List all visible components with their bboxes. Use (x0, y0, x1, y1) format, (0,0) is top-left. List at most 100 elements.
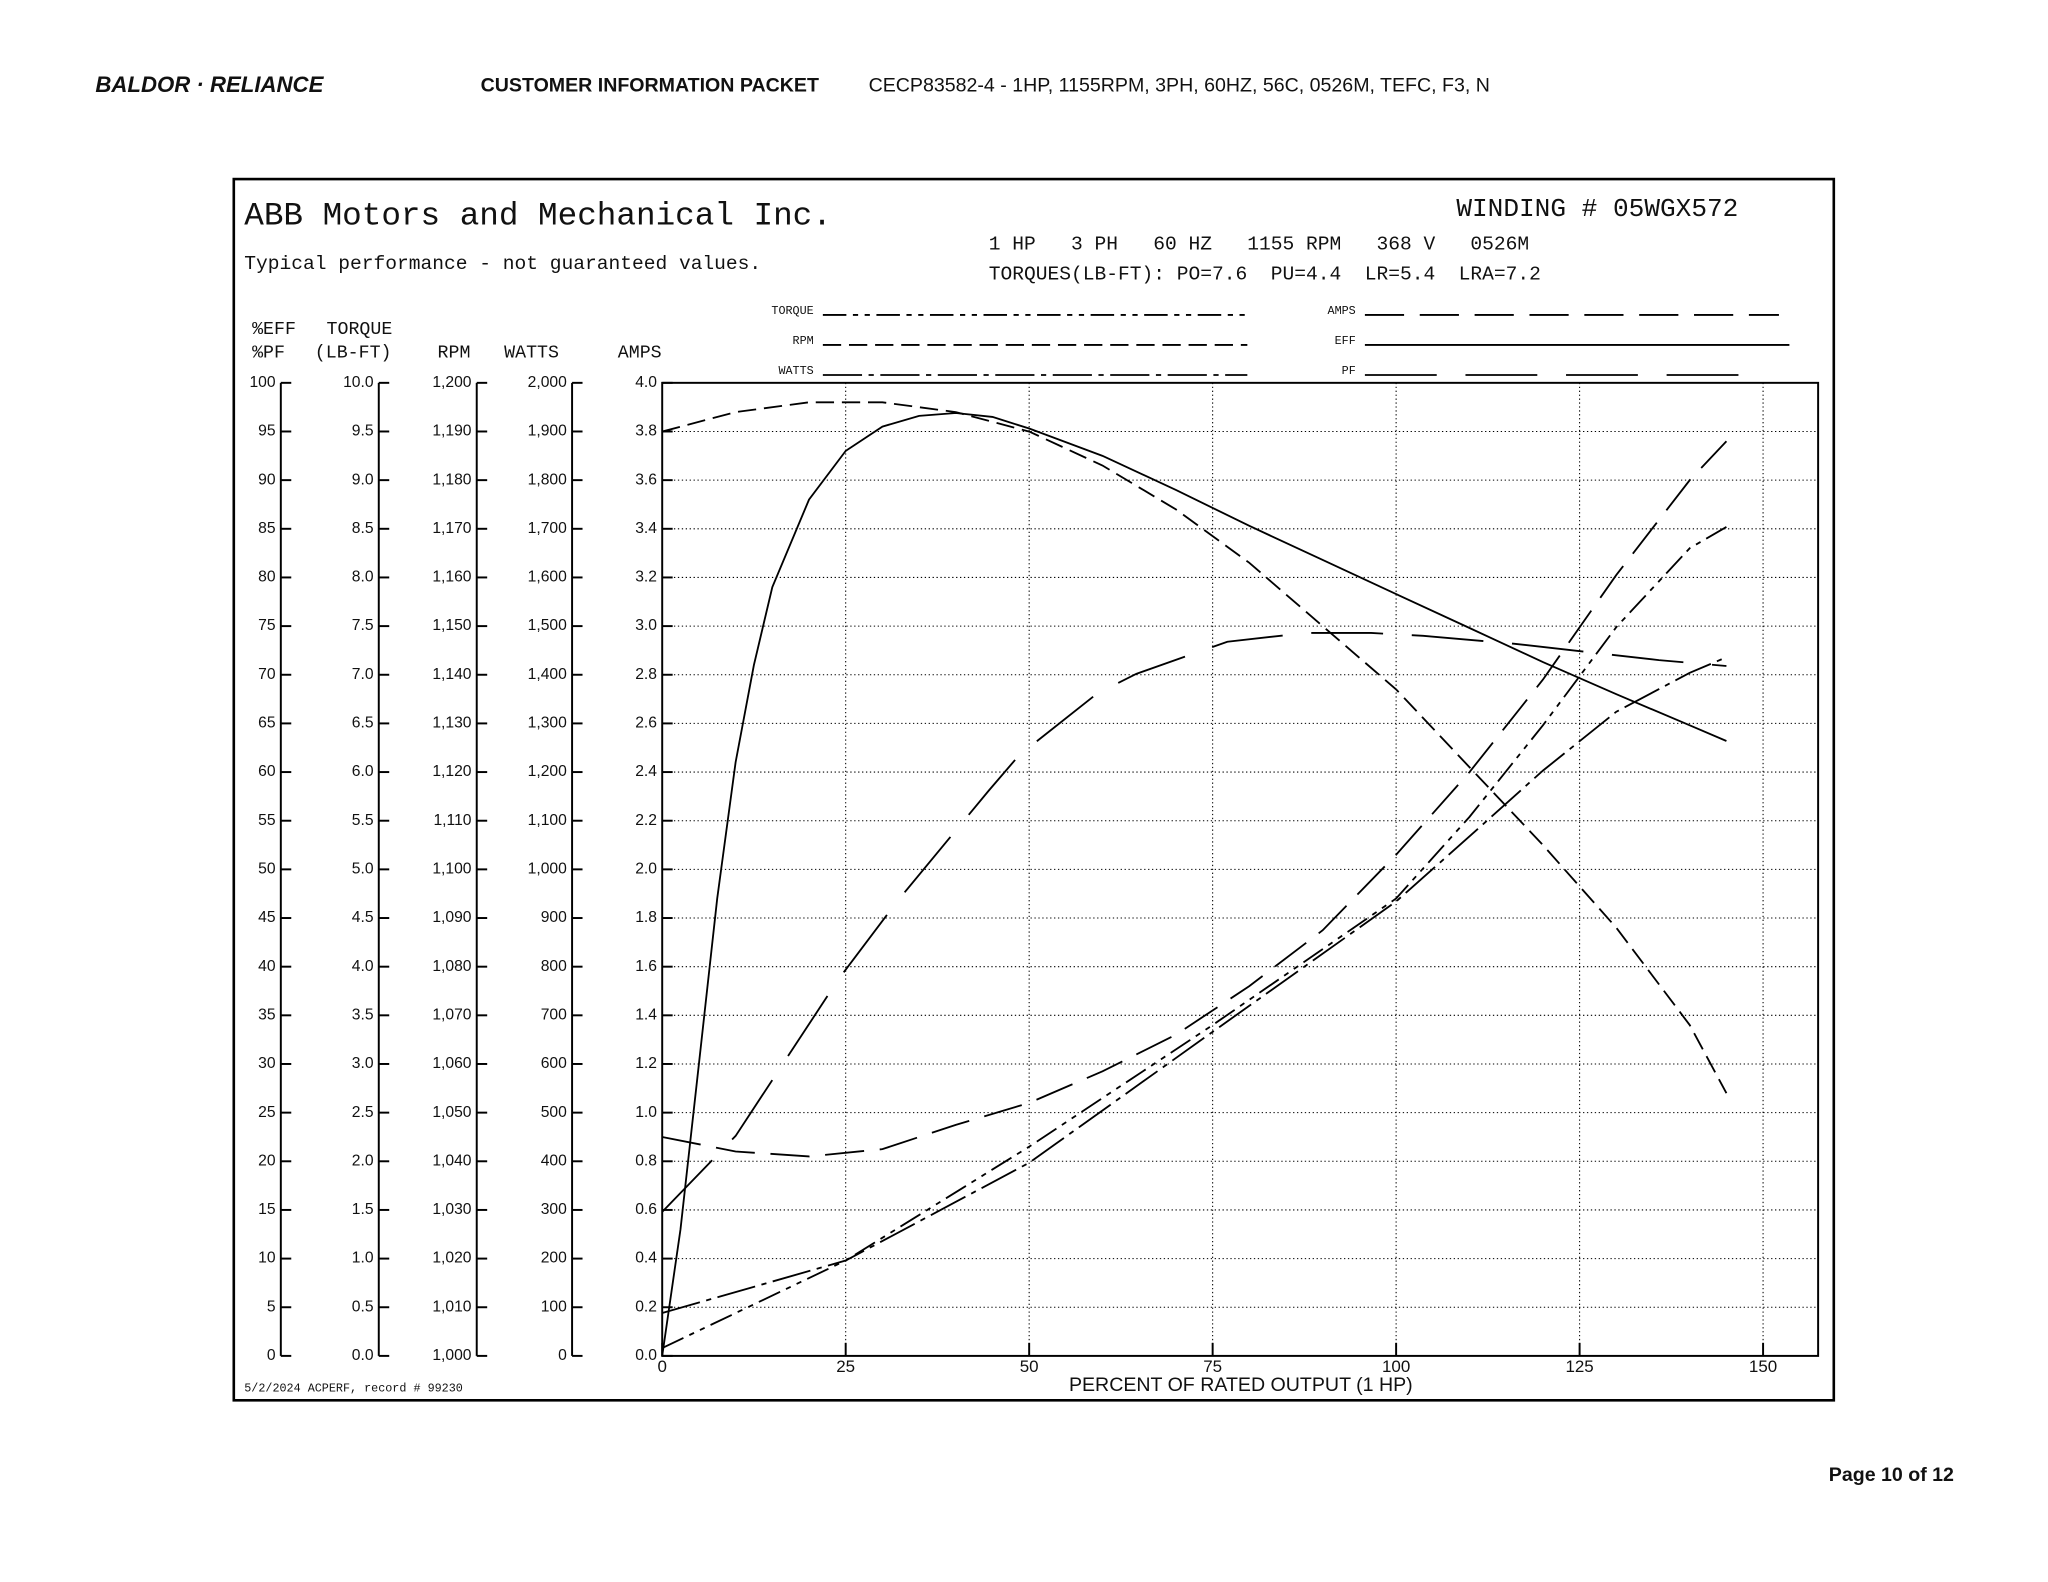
y-tick-label: 1,030 (432, 1201, 471, 1218)
y-tick-label: 1,120 (432, 763, 471, 780)
y-tick-label: 1,100 (528, 812, 567, 829)
series-line (661, 656, 1727, 1314)
y-tick-label: 3.0 (352, 1055, 374, 1072)
axis-title: AMPS (618, 344, 662, 364)
y-tick-label: 1.5 (352, 1201, 374, 1218)
torques: TORQUES(LB-FT): PO=7.6 PU=4.4 LR=5.4 LRA… (989, 264, 1541, 286)
y-tick-label: 20 (258, 1152, 276, 1169)
y-tick-label: 50 (258, 861, 276, 878)
y-tick-label: 40 (258, 958, 276, 975)
y-tick-label: 2.2 (635, 812, 657, 829)
page-number: Page 10 of 12 (1829, 1464, 1954, 1486)
y-tick-label: 1,500 (528, 617, 567, 634)
y-tick-label: 6.0 (352, 763, 374, 780)
y-tick-label: 1,000 (432, 1347, 471, 1364)
y-tick-label: 3.5 (352, 1006, 374, 1023)
y-tick-label: 1,180 (432, 471, 471, 488)
legend-label: RPM (793, 334, 814, 348)
y-tick-label: 1,080 (432, 958, 471, 975)
y-tick-label: 5.0 (352, 861, 374, 878)
y-tick-label: 1.6 (635, 958, 657, 975)
y-tick-label: 2,000 (528, 374, 567, 391)
x-tick-label: 150 (1749, 1357, 1777, 1376)
y-tick-label: 15 (258, 1201, 276, 1218)
y-tick-label: 4.0 (352, 958, 374, 975)
x-axis-label: PERCENT OF RATED OUTPUT (1 HP) (1069, 1374, 1413, 1396)
y-tick-label: 800 (541, 958, 567, 975)
y-tick-label: 4.0 (635, 374, 657, 391)
x-tick-label: 0 (657, 1357, 666, 1376)
footnote: 5/2/2024 ACPERF, record # 99230 (244, 1382, 463, 1396)
x-tick-label: 125 (1565, 1357, 1593, 1376)
y-tick-label: 300 (541, 1201, 567, 1218)
y-tick-label: 1,110 (433, 812, 471, 829)
y-tick-label: 3.8 (635, 423, 657, 440)
x-tick-label: 100 (1382, 1357, 1410, 1376)
legend-label: PF (1342, 364, 1356, 378)
y-tick-label: 0.2 (635, 1298, 657, 1315)
y-tick-label: 1,800 (528, 471, 567, 488)
winding: WINDING # 05WGX572 (1456, 194, 1738, 224)
y-tick-label: 1,100 (432, 861, 471, 878)
specs: 1 HP 3 PH 60 HZ 1155 RPM 368 V 0526M (989, 234, 1529, 256)
axis-title: %EFF (252, 320, 296, 340)
y-tick-label: 900 (541, 909, 567, 926)
y-tick-label: 25 (258, 1104, 276, 1121)
y-tick-label: 1,150 (432, 617, 471, 634)
y-tick-label: 0.0 (352, 1347, 374, 1364)
series-line (661, 632, 1727, 1213)
y-tick-label: 0.4 (635, 1250, 657, 1267)
y-tick-label: 1.0 (352, 1250, 374, 1267)
y-tick-label: 45 (258, 909, 276, 926)
series-line (661, 526, 1727, 1349)
y-tick-label: 1,200 (528, 763, 567, 780)
legend-label: TORQUE (771, 304, 813, 318)
y-tick-label: 8.0 (352, 569, 374, 586)
y-tick-label: 1,200 (432, 374, 471, 391)
y-tick-label: 4.5 (352, 909, 374, 926)
y-tick-label: 80 (258, 569, 276, 586)
x-tick-label: 75 (1203, 1357, 1222, 1376)
y-tick-label: 70 (258, 666, 276, 683)
y-tick-label: 400 (541, 1152, 567, 1169)
y-tick-label: 6.5 (352, 715, 374, 732)
y-tick-label: 1,040 (432, 1152, 471, 1169)
y-tick-label: 1,300 (528, 715, 567, 732)
y-tick-label: 0 (267, 1347, 276, 1364)
axis-title: WATTS (504, 344, 559, 364)
y-tick-label: 1.4 (635, 1006, 657, 1023)
y-tick-label: 1,400 (528, 666, 567, 683)
y-tick-label: 1,900 (528, 423, 567, 440)
y-tick-label: 3.6 (635, 471, 657, 488)
x-tick-label: 25 (836, 1357, 855, 1376)
legend-label: AMPS (1328, 304, 1356, 318)
y-tick-label: 1,160 (432, 569, 471, 586)
y-tick-label: 200 (541, 1250, 567, 1267)
y-tick-label: 3.2 (635, 569, 657, 586)
y-tick-label: 5.5 (352, 812, 374, 829)
chart-frame (232, 177, 1836, 1402)
y-tick-label: 9.0 (352, 471, 374, 488)
y-tick-label: 1,170 (432, 520, 471, 537)
y-tick-label: 1,090 (432, 909, 471, 926)
y-tick-label: 95 (258, 423, 276, 440)
y-tick-label: 2.0 (352, 1152, 374, 1169)
series-line (662, 440, 1728, 1158)
y-tick-label: 5 (267, 1298, 276, 1315)
chart-title: ABB Motors and Mechanical Inc. (244, 197, 832, 234)
y-tick-label: 0.5 (352, 1298, 374, 1315)
y-tick-label: 600 (541, 1055, 567, 1072)
y-tick-label: 1,130 (432, 715, 471, 732)
y-tick-label: 2.5 (352, 1104, 374, 1121)
y-tick-label: 0.0 (635, 1347, 657, 1364)
y-tick-label: 700 (541, 1006, 567, 1023)
y-tick-label: 0.8 (635, 1152, 657, 1169)
y-tick-label: 3.0 (635, 617, 657, 634)
y-tick-label: 1,050 (432, 1104, 471, 1121)
y-tick-label: 60 (258, 763, 276, 780)
axis-title: (LB-FT) (315, 344, 392, 364)
product-info: CECP83582-4 - 1HP, 1155RPM, 3PH, 60HZ, 5… (869, 75, 1490, 97)
y-tick-label: 2.0 (635, 861, 657, 878)
legend-label: EFF (1335, 334, 1356, 348)
